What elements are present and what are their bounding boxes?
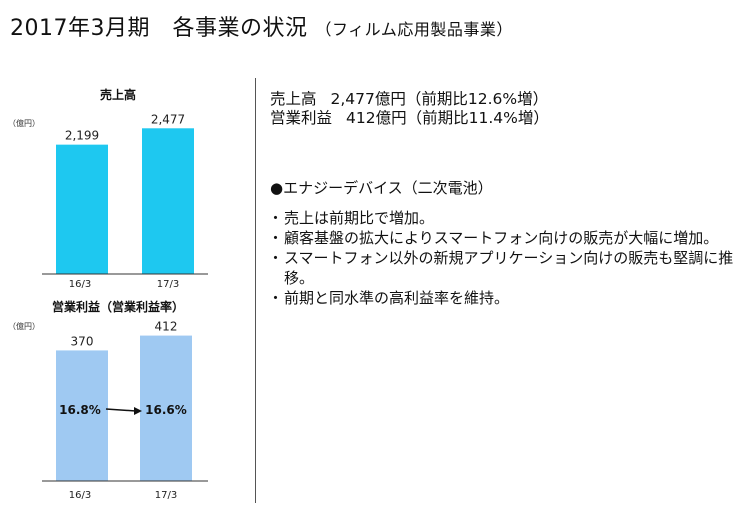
sales-chart: 売上高 （億円） 2,199 2,477 16/3 17/3	[8, 87, 208, 290]
section-heading: ●エナジーデバイス（二次電池）	[270, 179, 493, 197]
profit-value-label-17-3: 412	[155, 320, 178, 334]
margin-arrow	[105, 407, 142, 415]
sales-chart-unit-label: （億円）	[8, 118, 40, 128]
bullet-item: 売上は前期比で増加。	[268, 208, 740, 228]
sales-x-tick-17-3: 17/3	[157, 279, 179, 290]
profit-x-tick-17-3: 17/3	[155, 490, 177, 501]
summary-profit-label: 営業利益	[270, 109, 333, 127]
profit-margin-label-16-3: 16.8%	[59, 403, 101, 417]
sales-x-tick-16-3: 16/3	[69, 279, 91, 290]
summary-profit-value: 412億円（前期比11.4%増）	[346, 109, 549, 127]
profit-bar-16-3	[56, 350, 108, 481]
profit-margin-label-17-3: 16.6%	[145, 403, 187, 417]
summary-sales-value: 2,477億円（前期比12.6%増）	[330, 90, 549, 108]
profit-bar-17-3	[140, 335, 192, 481]
profit-chart-unit-label: （億円）	[8, 321, 40, 331]
bullet-item: スマートフォン以外の新規アプリケーション向けの販売も堅調に推移。	[268, 248, 740, 288]
vertical-divider	[255, 78, 256, 503]
summary-block: 売上高 2,477億円（前期比12.6%増） 営業利益 412億円（前期比11.4%…	[270, 90, 549, 128]
sales-value-label-16-3: 2,199	[65, 129, 99, 143]
page-title-main: 2017年3月期 各事業の状況	[10, 16, 308, 41]
profit-chart-title: 営業利益（営業利益率）	[52, 299, 184, 314]
sales-bar-16-3	[56, 144, 108, 274]
sales-value-label-17-3: 2,477	[151, 112, 185, 126]
summary-sales-label: 売上高	[270, 90, 317, 108]
sales-bar-17-3	[142, 128, 194, 274]
profit-chart: 営業利益（営業利益率） （億円） 370 412 16.8% 16.6% 16/…	[8, 299, 208, 501]
page-title: 2017年3月期 各事業の状況 （フィルム応用製品事業）	[10, 10, 513, 42]
summary-sales-line: 売上高 2,477億円（前期比12.6%増）	[270, 90, 549, 109]
summary-profit-line: 営業利益 412億円（前期比11.4%増）	[270, 109, 549, 128]
bullet-list: 売上は前期比で増加。 顧客基盤の拡大によりスマートフォン向けの販売が大幅に増加。…	[268, 208, 740, 308]
sales-chart-title: 売上高	[100, 87, 136, 102]
profit-x-tick-16-3: 16/3	[69, 490, 91, 501]
bullet-item: 前期と同水準の高利益率を維持。	[268, 288, 740, 308]
bullet-item: 顧客基盤の拡大によりスマートフォン向けの販売が大幅に増加。	[268, 228, 740, 248]
profit-value-label-16-3: 370	[71, 334, 94, 348]
page-subtitle: （フィルム応用製品事業）	[315, 20, 513, 39]
